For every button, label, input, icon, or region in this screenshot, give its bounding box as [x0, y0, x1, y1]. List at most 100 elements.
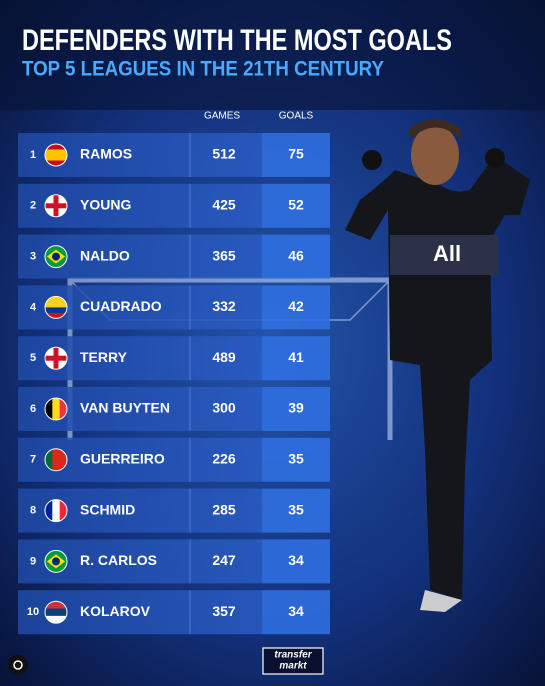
- goals: 34: [288, 603, 304, 619]
- flag-border: [44, 448, 68, 472]
- flag: [45, 194, 67, 217]
- player-name: SCHMID: [80, 501, 135, 517]
- goals-cell: [262, 336, 330, 381]
- goals: 41: [288, 349, 304, 365]
- instagram-icon: [8, 655, 28, 675]
- flag-stripe: [45, 160, 67, 166]
- rank: 5: [30, 352, 36, 364]
- flag-stripe: [45, 601, 67, 610]
- goals-cell: [262, 387, 330, 431]
- games: 512: [212, 146, 236, 162]
- player-name: CUADRADO: [80, 298, 162, 314]
- goals-cell: [262, 234, 330, 279]
- flag-border: [44, 397, 68, 421]
- flag: [45, 245, 67, 268]
- flag-border: [44, 549, 68, 573]
- flag-stripe: [45, 499, 53, 522]
- flag: [45, 448, 67, 471]
- player-name: KOLAROV: [80, 603, 151, 619]
- player-name: YOUNG: [80, 197, 131, 213]
- flag-stripe: [45, 398, 53, 420]
- games: 357: [212, 603, 236, 619]
- player-name: NALDO: [80, 247, 130, 263]
- rank: 6: [30, 403, 36, 415]
- flag-border: [44, 346, 68, 370]
- flag-stripe: [45, 149, 67, 156]
- rank: 4: [30, 301, 37, 313]
- flag-stripe: [59, 398, 67, 420]
- flag-border: [44, 600, 68, 624]
- goals: 35: [288, 501, 304, 517]
- goals-cell: [262, 590, 330, 635]
- rank: 10: [27, 606, 39, 618]
- rank: 8: [30, 505, 36, 517]
- top-shade: [0, 0, 545, 110]
- flag-stripe: [52, 448, 61, 471]
- goals-cell: [262, 133, 330, 177]
- goals-cell: [262, 183, 330, 228]
- player-name: TERRY: [80, 349, 128, 365]
- goals: 75: [288, 146, 304, 162]
- flag: [45, 296, 67, 319]
- goals-cell: [262, 437, 330, 482]
- flag-stripe: [45, 307, 67, 314]
- flag: [45, 601, 67, 624]
- title: DEFENDERS WITH THE MOST GOALS: [22, 24, 452, 57]
- table: 1 RAMOS 512 752 YOUNG 425 523 NALDO 365 464 CUADRA…: [18, 133, 330, 635]
- rank: 3: [30, 251, 36, 263]
- flag-border: [44, 295, 68, 319]
- games: 365: [212, 247, 236, 263]
- flag-cross: [45, 203, 67, 209]
- flag-stripe: [52, 398, 61, 420]
- flag: [45, 499, 67, 522]
- flag-stripe: [45, 296, 67, 303]
- logo-text: transfer: [274, 650, 312, 661]
- flag-stripe: [45, 312, 67, 319]
- games: 285: [212, 501, 236, 517]
- goals: 46: [288, 247, 304, 263]
- shirt-logo: All: [433, 241, 461, 266]
- flag: [45, 347, 67, 370]
- flag-border: [44, 143, 68, 167]
- rank: 2: [30, 200, 36, 212]
- rank: 7: [30, 454, 36, 466]
- rank: 1: [30, 149, 36, 161]
- flag: [45, 144, 67, 166]
- goals: 39: [288, 400, 304, 416]
- games: 489: [212, 349, 236, 365]
- flag-stripe: [52, 499, 61, 522]
- flag-stripe: [59, 448, 67, 471]
- flag-border: [44, 499, 68, 523]
- goals: 35: [288, 451, 304, 467]
- column-header: GOALS: [279, 111, 314, 122]
- goals-cell: [262, 539, 330, 584]
- player-name: R. CARLOS: [80, 552, 157, 568]
- flag-stripe: [45, 155, 67, 161]
- flag: [45, 550, 67, 573]
- column-header: GAMES: [204, 111, 240, 122]
- flag-stripe: [59, 499, 67, 522]
- goals: 34: [288, 552, 304, 568]
- flag-globe: [52, 557, 60, 566]
- flag-globe: [52, 252, 60, 261]
- goals: 42: [288, 298, 304, 314]
- player-name: RAMOS: [80, 146, 132, 162]
- logo: transfer markt: [262, 647, 324, 675]
- flag-stripe: [45, 144, 67, 150]
- flag-stripe: [45, 448, 53, 471]
- flag: [45, 398, 67, 420]
- player-name: VAN BUYTEN: [80, 400, 170, 416]
- games: 247: [212, 552, 236, 568]
- subtitle: TOP 5 LEAGUES IN THE 21TH CENTURY: [22, 58, 384, 81]
- player-name: GUERREIRO: [80, 451, 165, 467]
- flag-stripe: [45, 301, 67, 308]
- goals: 52: [288, 197, 304, 213]
- goals-cell: [262, 488, 330, 533]
- logo-text: markt: [279, 661, 307, 672]
- flag-cross: [45, 355, 67, 361]
- games: 425: [212, 197, 236, 213]
- player: All: [345, 119, 530, 612]
- flag-stripe: [45, 615, 67, 624]
- goals-cell: [262, 285, 330, 330]
